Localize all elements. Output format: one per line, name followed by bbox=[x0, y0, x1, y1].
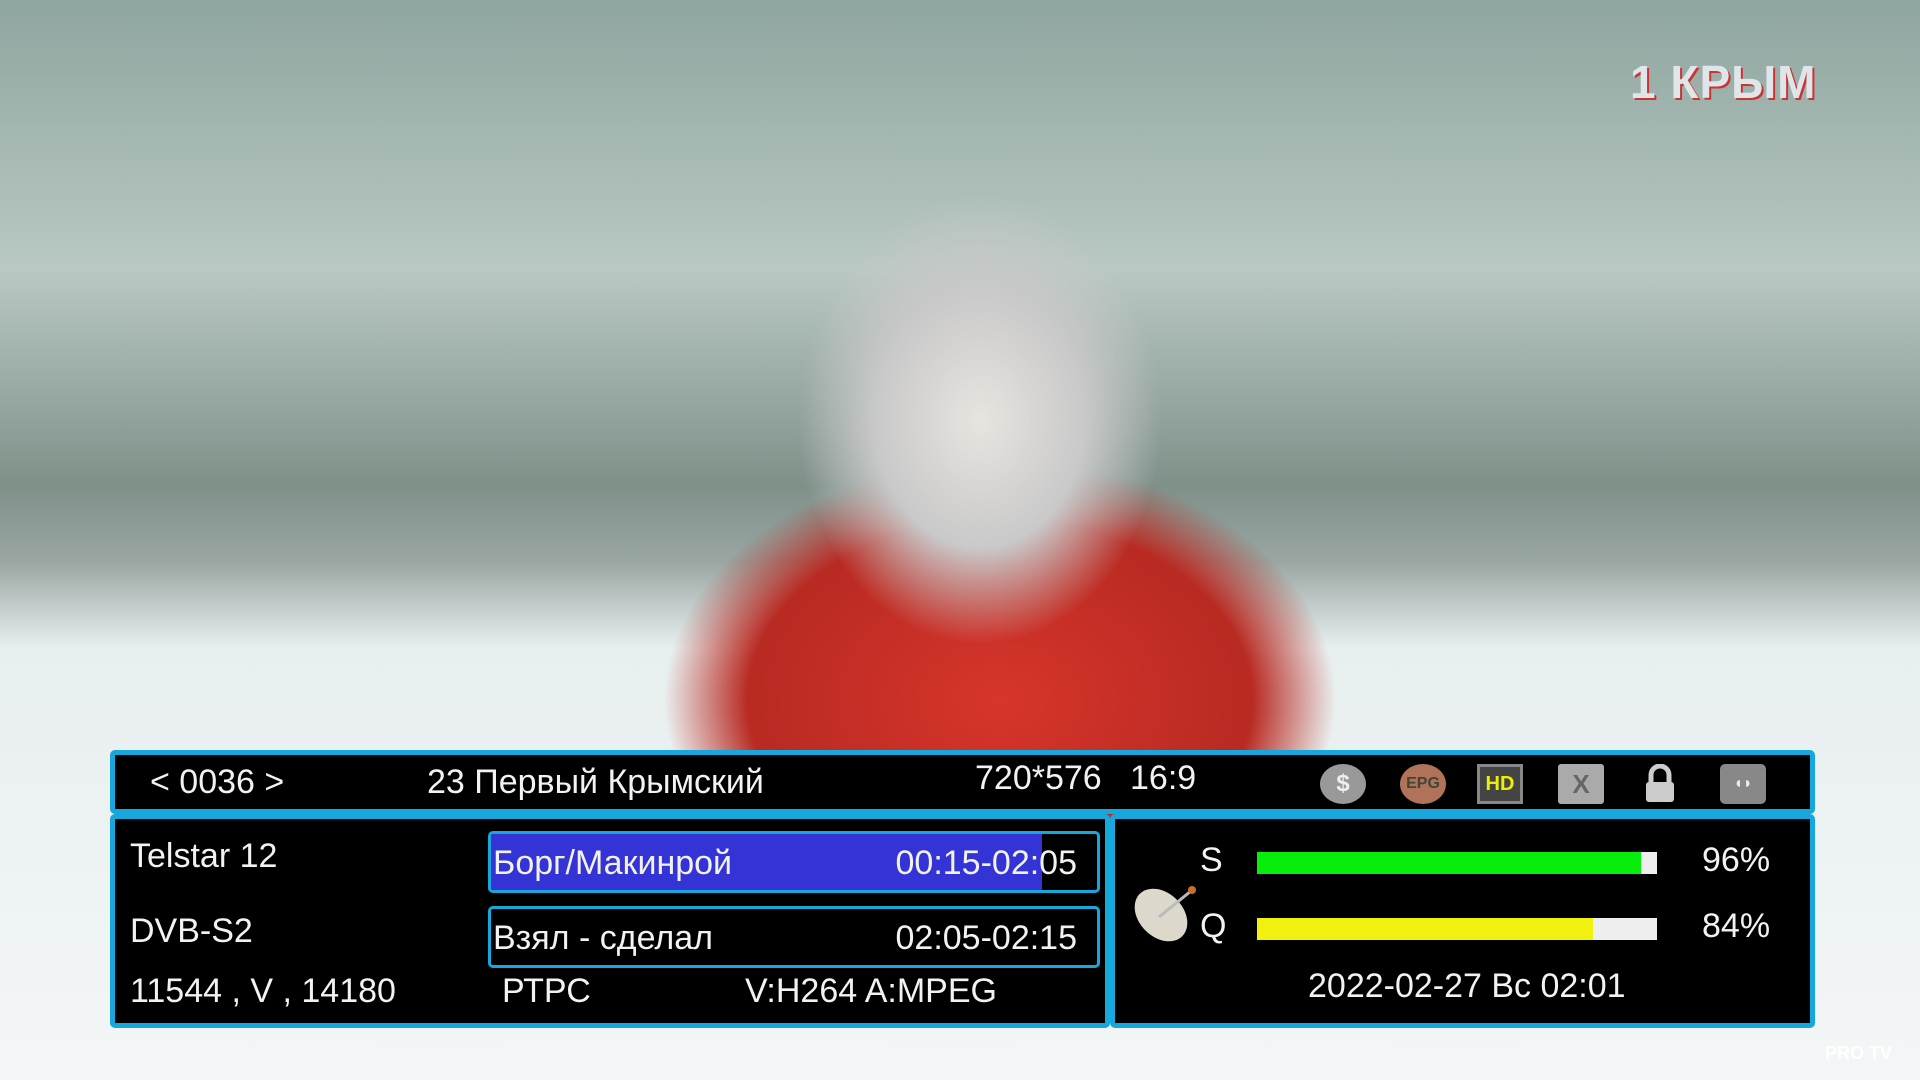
resolution: 720*576 bbox=[975, 759, 1102, 797]
transponder: 11544 , V , 14180 bbox=[130, 972, 396, 1010]
channel-info-bar: < 0036 > 23 Первый Крымский 720*576 16:9… bbox=[110, 750, 1815, 814]
channel-logo: 1 КРЫМ bbox=[1630, 56, 1817, 108]
dolby-audio-icon: ◖◗ bbox=[1720, 764, 1766, 804]
quality-bar-fill bbox=[1257, 918, 1593, 940]
quality-bar bbox=[1257, 918, 1657, 940]
signal-panel: S 96% Q 84% 2022-02-27 Вс 02:01 bbox=[1110, 814, 1815, 1028]
hd-label: HD bbox=[1485, 772, 1515, 795]
satellite-name: Telstar 12 bbox=[130, 837, 278, 875]
event-next[interactable]: Взял - сделал 02:05-02:15 bbox=[488, 906, 1100, 968]
scramble-icon: $ bbox=[1320, 764, 1366, 804]
lock-icon bbox=[1637, 764, 1683, 804]
epg-icon: EPG bbox=[1400, 764, 1446, 804]
quality-label: Q bbox=[1200, 907, 1227, 945]
codecs: V:H264 A:MPEG bbox=[745, 972, 997, 1010]
event-title: Взял - сделал bbox=[493, 919, 713, 957]
hd-icon: HD bbox=[1477, 764, 1523, 804]
strength-value: 96% bbox=[1702, 841, 1771, 879]
channel-name: 23 Первый Крымский bbox=[427, 763, 764, 801]
aspect-ratio: 16:9 bbox=[1130, 759, 1197, 797]
event-current[interactable]: Борг/Макинрой 00:15-02:05 bbox=[488, 831, 1100, 893]
event-title: Борг/Макинрой bbox=[493, 844, 733, 882]
event-time: 02:05-02:15 bbox=[895, 919, 1078, 957]
epg-label: EPG bbox=[1406, 775, 1440, 792]
strength-label: S bbox=[1200, 841, 1223, 879]
satellite-dish-icon bbox=[1129, 877, 1204, 952]
event-time: 00:15-02:05 bbox=[895, 844, 1078, 882]
date-time: 2022-02-27 Вс 02:01 bbox=[1308, 967, 1626, 1005]
quality-value: 84% bbox=[1702, 907, 1771, 945]
watermark: PRO TV bbox=[1825, 1043, 1893, 1063]
channel-number[interactable]: < 0036 > bbox=[150, 763, 285, 801]
provider: РТРС bbox=[502, 972, 591, 1010]
strength-bar bbox=[1257, 852, 1657, 874]
subtitle-folder-icon: X bbox=[1558, 764, 1604, 804]
program-info-panel: Telstar 12 DVB-S2 11544 , V , 14180 Борг… bbox=[110, 814, 1110, 1028]
event-progress-fill bbox=[491, 834, 1043, 890]
delivery-system: DVB-S2 bbox=[130, 912, 253, 950]
strength-bar-fill bbox=[1257, 852, 1641, 874]
